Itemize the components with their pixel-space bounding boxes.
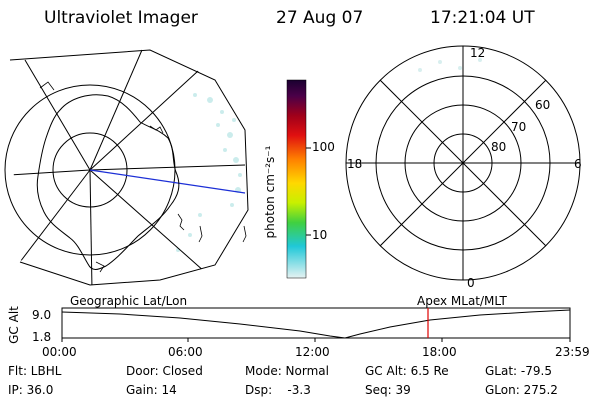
map-boundary [9,49,249,286]
timeline-left-label: Geographic Lat/Lon [70,294,188,308]
status-flt: Flt: LBHL [8,364,62,378]
mlt-label-right: 6 [574,157,582,171]
timeline-x-tick-2359: 23:59 [555,345,590,359]
mlt-label-bottom: 0 [467,276,475,290]
timeline-x-tick-1800: 18:00 [422,345,457,359]
status-gc-alt: GC Alt: 6.5 Re [365,364,449,378]
mlat-label-80: 80 [491,140,507,154]
colorbar-gradient [286,79,307,279]
status-ip: IP: 36.0 [8,383,54,397]
colorbar-tick-10: 10 [312,228,328,242]
mlt-label-left: 18 [347,157,363,171]
timeline-frame [61,307,571,339]
mlat-label-70: 70 [511,120,527,134]
status-mode: Mode: Normal [245,364,329,378]
altitude-curve [61,309,571,339]
date-label: 27 Aug 07 [276,8,364,28]
orbit-track [89,169,246,194]
colorbar-tick-100: 100 [312,140,335,154]
timeline-x-tick-1200: 12:00 [295,345,330,359]
continent-outline [36,94,180,270]
timeline-x-tick-0000: 00:00 [42,345,77,359]
timeline-y-tick-min: 1.8 [32,330,52,344]
status-dsp: Dsp: -3.3 [245,383,311,397]
timeline-x-tick-0600: 06:00 [168,345,203,359]
status-gain: Gain: 14 [126,383,177,397]
polar-aurora-speckle [418,58,482,72]
instrument-title: Ultraviolet Imager [44,8,198,28]
status-glat: GLat: -79.5 [485,364,552,378]
timeline-y-tick-max: 9.0 [32,308,52,322]
status-door: Door: Closed [126,364,203,378]
mlat-label-60: 60 [535,98,551,112]
status-glon: GLon: 275.2 [485,383,558,397]
time-label: 17:21:04 UT [430,8,535,28]
status-seq: Seq: 39 [365,383,411,397]
timeline-right-label: Apex MLat/MLT [417,294,507,308]
mlt-label-top: 12 [470,46,486,60]
lat-circle-inner [52,132,128,208]
aurora-speckle [176,93,242,252]
